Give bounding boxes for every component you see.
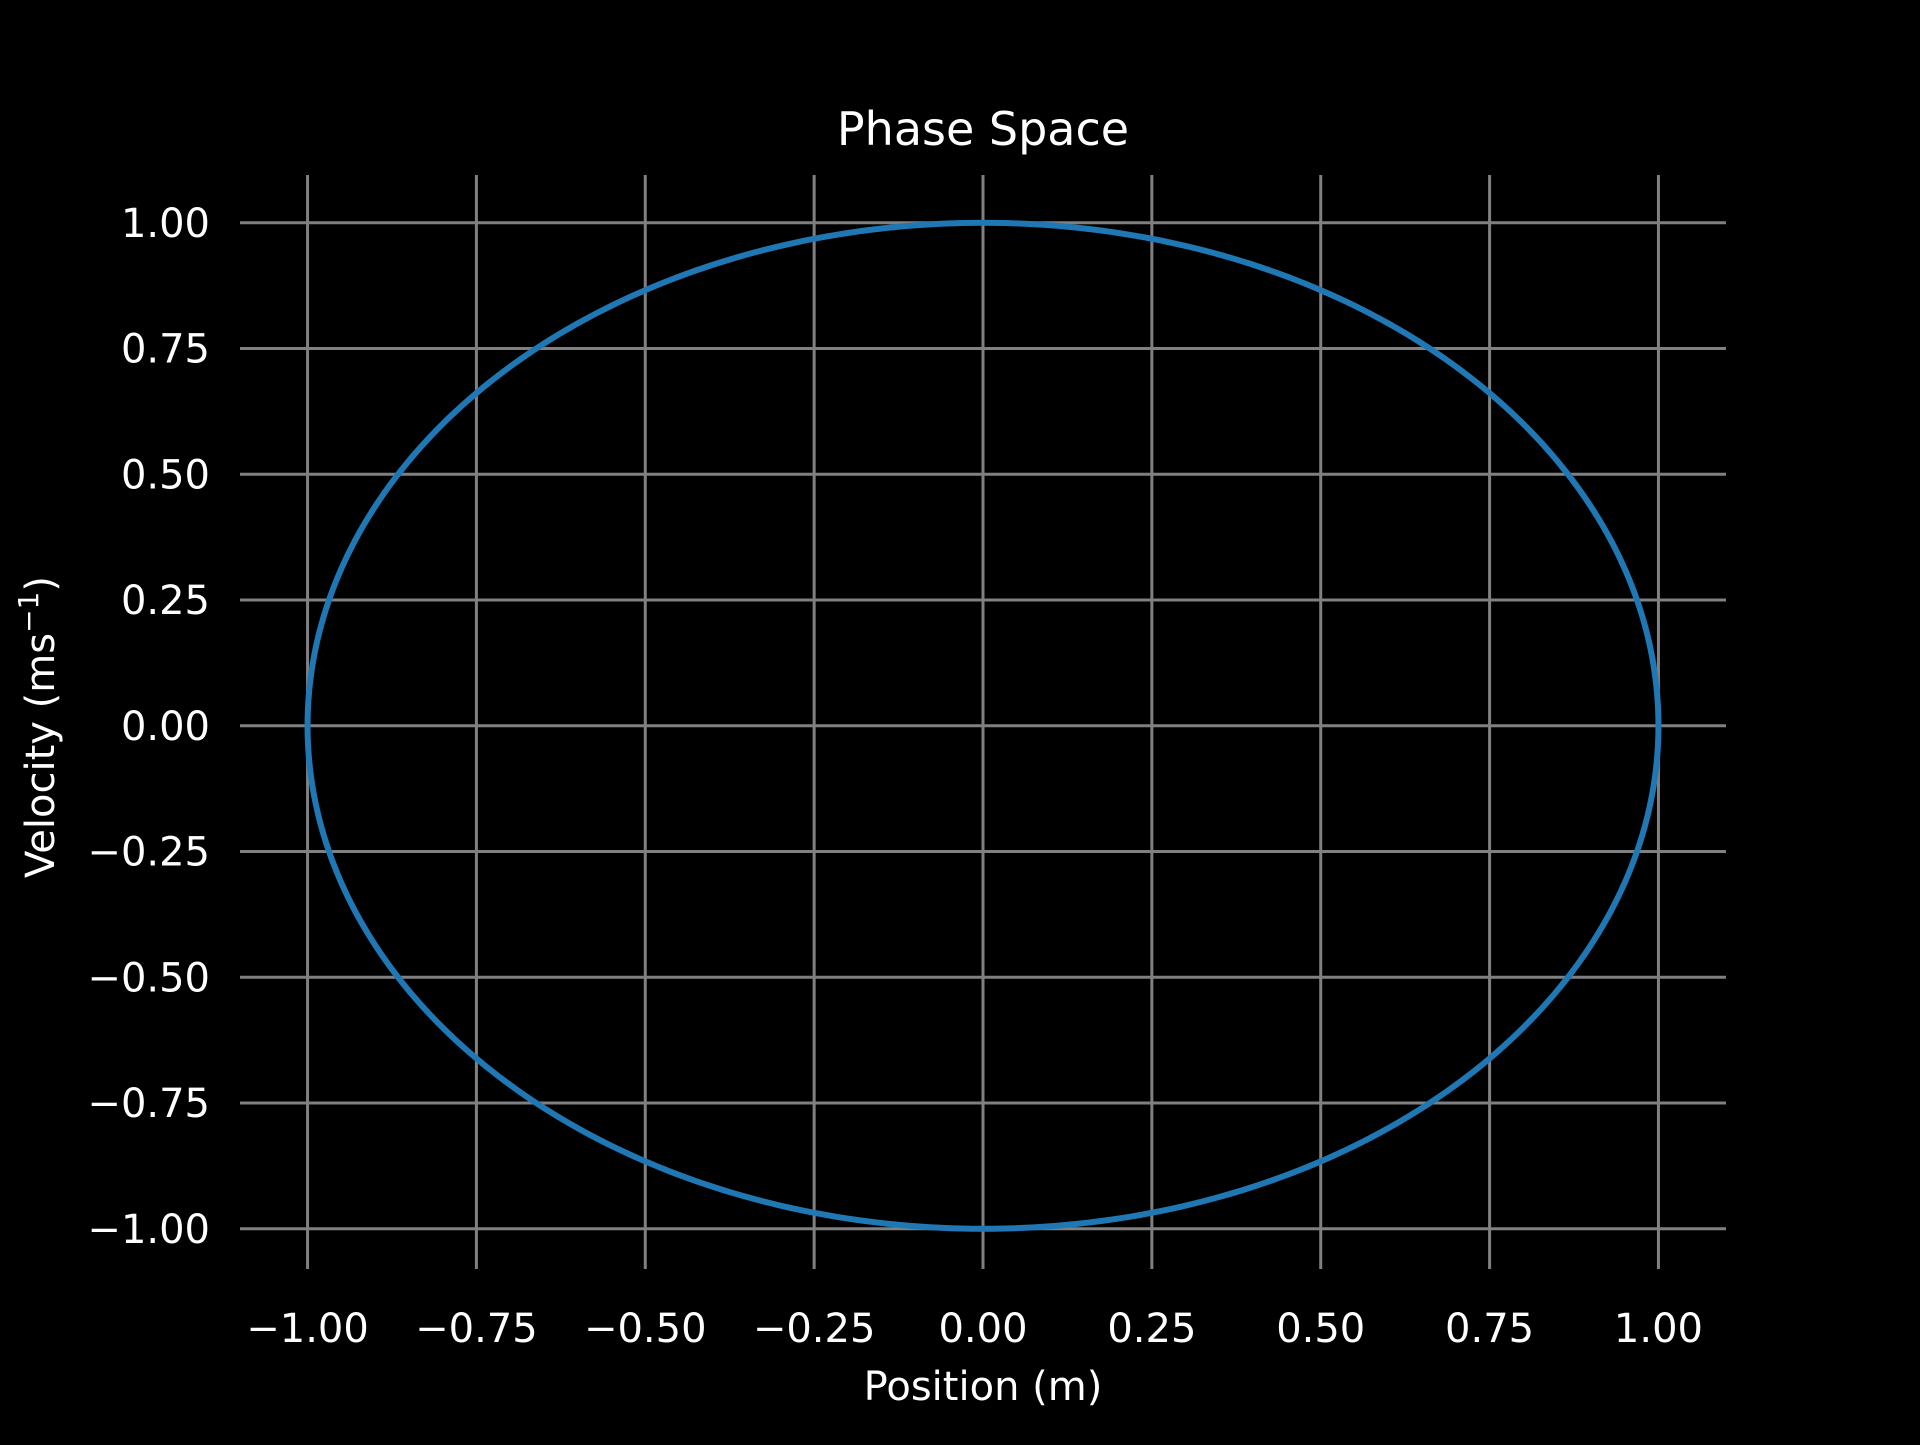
y-tick-label: −0.75 xyxy=(87,1081,210,1127)
y-tick-label: 0.00 xyxy=(121,704,210,750)
x-tick-label: −1.00 xyxy=(246,1306,369,1352)
y-axis-title-superscript: −1 xyxy=(12,592,45,633)
x-tick-label: 0.25 xyxy=(1107,1306,1196,1352)
y-axis-title: Velocity (ms−1) xyxy=(12,576,64,878)
x-tick-label: 1.00 xyxy=(1614,1306,1703,1352)
y-tick-label: 1.00 xyxy=(121,201,210,247)
y-tick-label: −1.00 xyxy=(87,1207,210,1253)
y-tick-label: −0.25 xyxy=(87,830,210,876)
y-tick-label: 0.75 xyxy=(121,327,210,373)
chart-title: Phase Space xyxy=(837,102,1129,156)
series xyxy=(304,219,1662,1232)
y-tick-label: −0.50 xyxy=(87,955,210,1001)
x-tick-label: −0.25 xyxy=(753,1306,876,1352)
x-tick-label: −0.50 xyxy=(584,1306,707,1352)
x-tick-label: 0.00 xyxy=(938,1306,1027,1352)
ticks: −1.00 −0.75 −0.50 −0.25 0.00 0.25 0.50 0.75 1.00… xyxy=(87,201,1703,1352)
y-axis-title-close: ) xyxy=(18,576,64,592)
x-tick-label: 0.50 xyxy=(1276,1306,1365,1352)
x-axis-title: Position (m) xyxy=(864,1364,1103,1410)
x-tick-label: 0.75 xyxy=(1445,1306,1534,1352)
y-tick-label: 0.25 xyxy=(121,578,210,624)
y-tick-label: 0.50 xyxy=(121,452,210,498)
x-tick-label: −0.75 xyxy=(415,1306,538,1352)
labels: Phase Space Position (m) Velocity (ms−1) xyxy=(12,102,1129,1410)
series-line-trajectory xyxy=(304,219,1662,1232)
y-axis-title-main: Velocity (ms xyxy=(18,633,64,878)
